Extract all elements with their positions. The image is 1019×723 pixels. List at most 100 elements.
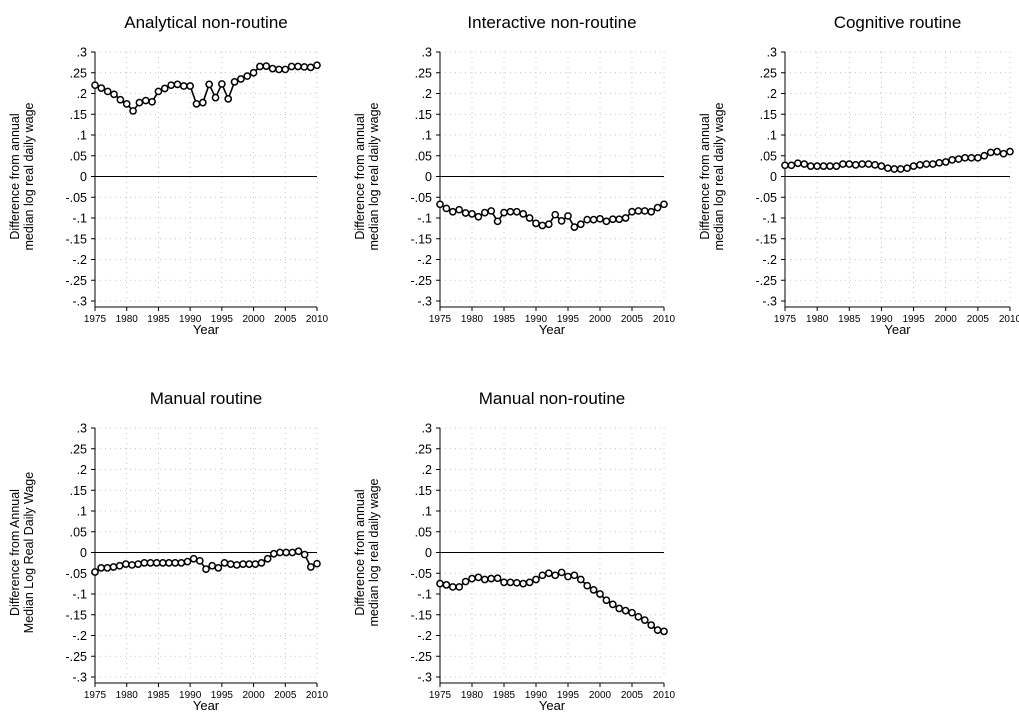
data-point (122, 100, 131, 108)
data-point (442, 204, 451, 213)
data-point (154, 87, 163, 96)
data-point (268, 64, 277, 73)
data-point (306, 563, 315, 571)
data-point (474, 212, 483, 221)
data-point (135, 98, 144, 107)
y-tick-label: -.2 (417, 253, 432, 267)
data-point (192, 100, 201, 108)
data-point (640, 207, 649, 215)
data-point (551, 571, 560, 580)
data-point (999, 149, 1008, 158)
data-point (245, 560, 254, 568)
y-tick-label: -.05 (410, 567, 432, 581)
data-point (506, 578, 515, 587)
y-tick-label: .2 (422, 463, 432, 477)
y-tick-label: .3 (77, 46, 87, 60)
data-point (877, 162, 886, 170)
data-point (97, 84, 106, 92)
data-point (198, 98, 207, 107)
data-point (621, 606, 630, 615)
data-point (103, 564, 112, 572)
y-tick-label: -.25 (755, 274, 777, 288)
x-axis-label: Year (539, 698, 566, 713)
y-tick-label: 0 (425, 546, 432, 560)
x-tick-label: 1985 (493, 690, 516, 701)
y-tick-label: -.1 (72, 588, 87, 602)
y-tick-label: .1 (422, 505, 432, 519)
data-point (287, 62, 296, 71)
data-point (519, 210, 528, 218)
y-tick-label: .3 (767, 46, 777, 60)
data-point (461, 209, 470, 217)
data-point (313, 61, 321, 70)
data-point (532, 219, 540, 228)
data-point (781, 161, 789, 170)
data-point (103, 87, 112, 96)
data-point (165, 559, 173, 567)
data-point (436, 579, 444, 588)
x-tick-label: 1990 (179, 314, 202, 325)
y-tick-label: -.15 (755, 232, 777, 246)
data-point (116, 95, 125, 104)
y-tick-label: .05 (760, 149, 777, 163)
y-tick-label: -.15 (410, 608, 432, 622)
data-point (448, 207, 457, 216)
y-tick-label: 0 (770, 170, 777, 184)
y-tick-label: -.25 (410, 274, 432, 288)
data-point (158, 559, 167, 567)
data-point (232, 561, 241, 569)
data-point (183, 557, 192, 566)
x-axis-label: Year (193, 698, 220, 713)
data-point (173, 80, 182, 89)
data-point (282, 548, 291, 557)
x-tick-label: 1980 (116, 314, 139, 325)
y-tick-label: .3 (422, 422, 432, 436)
data-point (519, 579, 528, 588)
data-point (263, 554, 272, 563)
y-tick-label: .3 (77, 422, 87, 436)
x-axis-label: Year (193, 322, 220, 337)
data-point (269, 549, 278, 558)
data-point (583, 581, 592, 590)
y-tick-label: -.3 (72, 295, 87, 309)
data-point (474, 573, 483, 582)
data-point (140, 559, 149, 567)
data-point (179, 82, 188, 90)
data-point (948, 156, 956, 164)
y-tick-label: .05 (70, 525, 87, 539)
x-tick-label: 1985 (838, 314, 861, 325)
chart-title: Analytical non-routine (124, 13, 287, 32)
chart-panel-5: .3 .25 .2 .15 .1 .05 0 -.05 -.1 -.15 -.2 -.25 -.3 197… (353, 389, 676, 713)
data-point (653, 203, 662, 212)
x-tick-label: 2005 (621, 690, 644, 701)
data-point (230, 78, 239, 86)
x-tick-label: 2000 (935, 314, 958, 325)
y-tick-label: .05 (70, 149, 87, 163)
data-point (551, 210, 560, 219)
x-tick-label: 2000 (242, 314, 265, 325)
data-point (436, 200, 444, 209)
data-point (300, 550, 309, 559)
data-point (845, 160, 854, 168)
y-axis-label: Difference from annual (698, 113, 712, 239)
data-point (826, 162, 834, 170)
data-point (294, 62, 302, 71)
data-point (583, 215, 592, 224)
data-point (480, 208, 489, 217)
chart-panel-4: .3 .25 .2 .15 .1 .05 0 -.05 -.1 -.15 -.2 -.25 -.3 197… (8, 389, 329, 713)
data-point (819, 162, 828, 170)
y-tick-label: 0 (80, 546, 87, 560)
data-point (1006, 147, 1014, 156)
x-tick-label: 1980 (461, 314, 484, 325)
data-point (115, 561, 124, 570)
data-point (195, 556, 204, 565)
data-point (615, 215, 624, 224)
data-point (929, 160, 937, 168)
x-tick-label: 1975 (429, 314, 452, 325)
data-point (146, 559, 155, 567)
y-tick-label: .1 (77, 129, 87, 143)
x-tick-label: 1990 (870, 314, 893, 325)
data-point (967, 153, 976, 162)
x-tick-label: 1995 (557, 314, 580, 325)
data-point (602, 217, 611, 226)
